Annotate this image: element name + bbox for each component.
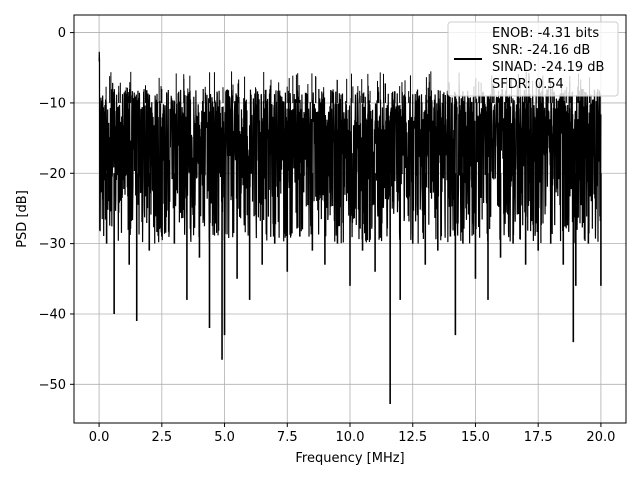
x-tick-label: 7.5 — [277, 430, 298, 445]
y-axis-ticks: 0 −10 −20 −30 −40 −50 — [39, 26, 74, 393]
y-tick-label: 0 — [58, 26, 66, 41]
x-tick-label: 0.0 — [89, 430, 110, 445]
x-tick-label: 12.5 — [398, 430, 427, 445]
y-tick-label: −40 — [39, 307, 66, 322]
legend-text-sinad: SINAD: -24.19 dB — [492, 60, 604, 75]
x-tick-label: 2.5 — [151, 430, 172, 445]
x-axis-label: Frequency [MHz] — [295, 451, 404, 466]
legend-text-enob: ENOB: -4.31 bits — [492, 26, 599, 41]
legend-text-sfdr: SFDR: 0.54 — [492, 77, 564, 92]
x-tick-label: 20.0 — [586, 430, 615, 445]
x-axis-ticks: 0.0 2.5 5.0 7.5 10.0 12.5 15.0 17.5 20.0 — [89, 423, 615, 445]
legend: ENOB: -4.31 bits SNR: -24.16 dB SINAD: -… — [447, 21, 619, 97]
x-tick-label: 5.0 — [214, 430, 235, 445]
x-tick-label: 10.0 — [336, 430, 365, 445]
legend-text-snr: SNR: -24.16 dB — [492, 43, 590, 58]
legend-box — [447, 21, 619, 97]
x-tick-label: 15.0 — [461, 430, 490, 445]
x-tick-label: 17.5 — [524, 430, 553, 445]
y-tick-label: −10 — [39, 96, 66, 111]
y-tick-label: −30 — [39, 237, 66, 252]
y-tick-label: −50 — [39, 378, 66, 393]
y-tick-label: −20 — [39, 167, 66, 182]
y-axis-label: PSD [dB] — [15, 190, 30, 248]
